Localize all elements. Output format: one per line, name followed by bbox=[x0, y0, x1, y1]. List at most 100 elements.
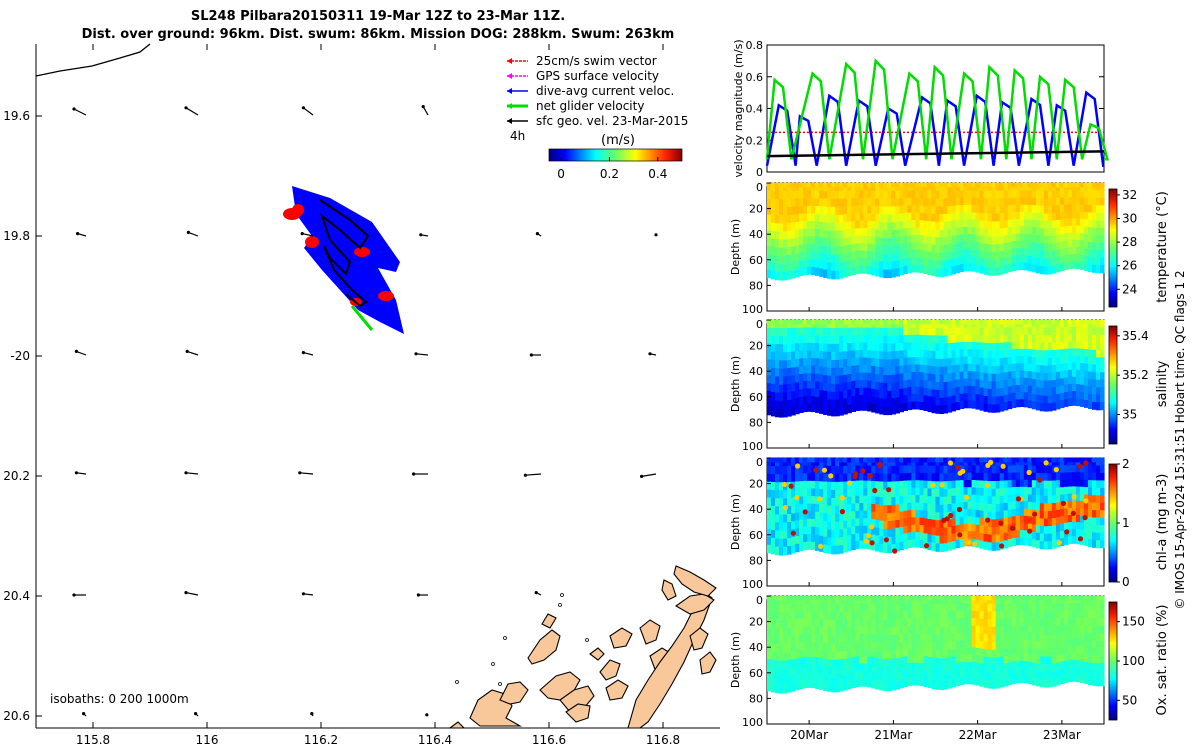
section-cell bbox=[887, 359, 892, 368]
section-cell bbox=[859, 335, 864, 344]
speed-colorbar bbox=[548, 148, 683, 162]
geo-vel-arrowhead bbox=[72, 593, 76, 597]
section-cell bbox=[903, 633, 908, 642]
section-cell bbox=[947, 190, 953, 199]
section-cell bbox=[999, 403, 1005, 412]
section-cell bbox=[1075, 211, 1081, 220]
section-cell bbox=[955, 603, 961, 612]
section-cell bbox=[1092, 227, 1097, 236]
credit-text: © IMOS 15-Apr-2024 15:31:51 Hobart time.… bbox=[1173, 270, 1187, 609]
section-cell bbox=[1019, 530, 1025, 538]
section-cell bbox=[1019, 392, 1025, 400]
section-cell bbox=[927, 641, 933, 650]
section-cell bbox=[943, 190, 949, 199]
section-cell bbox=[815, 665, 820, 674]
section-cell bbox=[1023, 262, 1029, 271]
section-cell bbox=[1096, 611, 1101, 620]
section-cell bbox=[907, 402, 912, 411]
section-cell bbox=[1075, 631, 1081, 640]
section-cell bbox=[1043, 342, 1049, 351]
section-cell bbox=[787, 392, 792, 401]
section-cell bbox=[815, 511, 820, 521]
section-cell bbox=[931, 650, 937, 659]
section-cell bbox=[975, 234, 981, 243]
islet bbox=[455, 680, 459, 684]
section-cell bbox=[1092, 379, 1097, 388]
section-cell bbox=[927, 534, 933, 543]
section-cell bbox=[895, 658, 900, 667]
section-cell bbox=[1079, 327, 1085, 335]
chl-sample bbox=[1077, 463, 1083, 469]
section-cell bbox=[1083, 327, 1089, 336]
section-cell bbox=[843, 658, 848, 667]
section-cell bbox=[971, 327, 977, 336]
section-cell bbox=[979, 213, 985, 222]
section-cell bbox=[1063, 384, 1069, 393]
section-cell bbox=[911, 532, 916, 541]
section-cell bbox=[1039, 664, 1045, 673]
section-cell bbox=[939, 465, 945, 475]
geo-vel-arrow bbox=[188, 231, 199, 237]
section-cell bbox=[1039, 488, 1045, 497]
section-cell bbox=[827, 537, 832, 546]
section-cell bbox=[1088, 610, 1093, 619]
section-cell bbox=[1100, 197, 1105, 206]
section-cell bbox=[811, 251, 816, 260]
section-cell bbox=[907, 394, 912, 403]
section-cell bbox=[823, 603, 828, 613]
surface-sample bbox=[834, 595, 840, 601]
section-cell bbox=[855, 213, 860, 222]
surface-sample bbox=[822, 595, 828, 601]
section-cell bbox=[1067, 211, 1073, 220]
section-cell bbox=[879, 398, 884, 407]
section-cell bbox=[787, 676, 792, 685]
section-cell bbox=[931, 327, 937, 336]
section-cell bbox=[1092, 517, 1097, 526]
section-cell bbox=[1088, 205, 1093, 214]
section-cell bbox=[823, 198, 828, 208]
section-cell bbox=[1075, 624, 1081, 633]
section-cell bbox=[839, 383, 844, 392]
section-cell bbox=[831, 521, 836, 531]
section-cell bbox=[807, 488, 812, 497]
section-cell bbox=[779, 263, 784, 273]
section-cell bbox=[875, 366, 880, 375]
section-cell bbox=[799, 327, 804, 336]
section-cell bbox=[831, 505, 836, 515]
section-cell bbox=[979, 372, 985, 381]
section-cell bbox=[927, 679, 933, 689]
section-cell bbox=[779, 538, 784, 548]
section-cell bbox=[959, 603, 965, 612]
section-cell bbox=[939, 190, 945, 200]
section-cell bbox=[1059, 523, 1065, 532]
section-cell bbox=[859, 205, 864, 214]
section-cell bbox=[839, 627, 844, 637]
section-cell bbox=[1075, 536, 1081, 545]
section-cell bbox=[927, 396, 933, 405]
section-cell bbox=[819, 642, 824, 651]
section-cell bbox=[951, 220, 957, 229]
section-cell bbox=[959, 647, 965, 656]
section-cell bbox=[851, 342, 856, 352]
section-cell bbox=[867, 228, 872, 237]
section-cell bbox=[947, 642, 953, 651]
section-cell bbox=[1011, 472, 1017, 481]
section-cell bbox=[871, 221, 876, 230]
section-cell bbox=[919, 190, 925, 199]
chl-sample bbox=[972, 541, 978, 547]
section-cell bbox=[1088, 386, 1093, 395]
section-cell bbox=[787, 400, 792, 409]
section-cell bbox=[939, 229, 945, 239]
section-cell bbox=[1019, 610, 1025, 619]
section-cell bbox=[1035, 465, 1041, 474]
section-cell bbox=[1043, 473, 1049, 482]
section-cell bbox=[971, 516, 977, 525]
section-cell bbox=[1019, 486, 1025, 495]
section-cell bbox=[975, 342, 981, 351]
section-cell bbox=[847, 642, 852, 651]
surface-sample bbox=[938, 595, 945, 601]
section-cell bbox=[1035, 510, 1041, 519]
section-cell bbox=[927, 365, 933, 374]
section-cell bbox=[1011, 610, 1017, 619]
